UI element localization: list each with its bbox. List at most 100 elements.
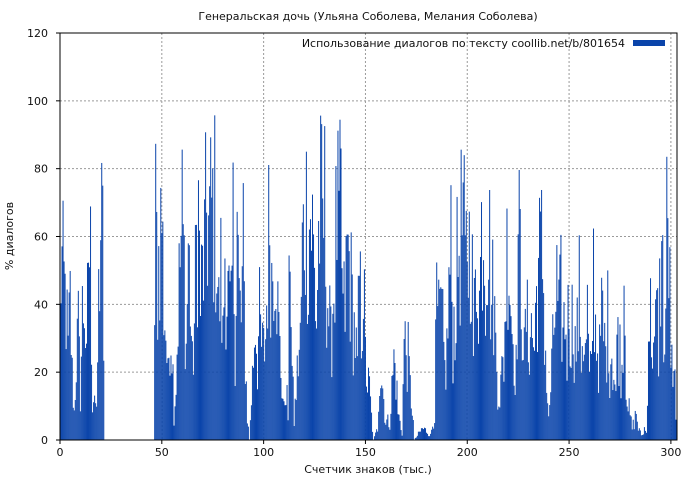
data-bar — [654, 336, 656, 440]
data-bar — [234, 386, 236, 440]
data-bar — [217, 286, 219, 440]
data-bar — [361, 351, 363, 440]
data-bar — [204, 199, 206, 440]
data-bar — [438, 279, 440, 440]
data-bar — [293, 426, 295, 440]
data-bar — [643, 427, 645, 440]
data-bar — [478, 290, 480, 440]
data-bar — [239, 290, 241, 440]
data-bar — [539, 197, 541, 440]
data-bar — [155, 143, 157, 440]
data-bar — [649, 341, 651, 440]
data-bar — [285, 405, 287, 440]
data-bar — [503, 381, 505, 440]
data-bar — [610, 364, 612, 440]
data-bar — [546, 392, 548, 440]
data-bar — [256, 353, 257, 440]
data-bar — [459, 325, 461, 440]
data-bar — [614, 384, 616, 440]
data-bar — [500, 374, 502, 440]
data-bar — [355, 327, 357, 440]
data-bar — [277, 281, 279, 440]
data-bar — [564, 339, 566, 440]
data-bar — [208, 215, 210, 440]
data-bar — [240, 322, 242, 440]
legend: Использование диалогов по тексту coollib… — [302, 37, 665, 50]
data-bar — [96, 406, 98, 440]
data-bar — [507, 329, 509, 440]
legend-swatch — [633, 40, 665, 46]
data-bar — [428, 436, 430, 440]
data-bar — [301, 222, 303, 440]
data-bar — [263, 327, 265, 440]
data-bar — [354, 358, 356, 440]
data-bar — [571, 284, 573, 440]
data-bar — [343, 261, 345, 440]
data-bar — [521, 360, 523, 440]
x-tick-label: 300 — [660, 446, 681, 459]
data-bar — [221, 342, 223, 440]
data-bar — [279, 336, 281, 440]
data-bar — [66, 289, 68, 440]
data-bar — [439, 288, 441, 440]
data-bar — [365, 386, 367, 440]
data-bar — [460, 149, 462, 440]
data-bar — [382, 388, 384, 440]
data-bar — [212, 168, 214, 440]
data-bar — [74, 399, 76, 440]
data-bar — [61, 246, 63, 440]
data-bar — [346, 234, 348, 440]
data-bar — [250, 405, 252, 440]
data-bar — [514, 394, 516, 440]
data-bar — [299, 322, 301, 440]
data-bar — [319, 263, 321, 440]
data-bar — [75, 382, 77, 440]
y-tick-label: 20 — [34, 366, 48, 379]
data-bar — [531, 338, 533, 440]
data-bar — [473, 277, 475, 440]
data-bar — [426, 432, 428, 440]
data-bar — [586, 284, 588, 440]
data-bar — [252, 367, 254, 440]
data-bar — [389, 429, 391, 440]
data-bar — [575, 361, 577, 440]
data-bar — [396, 380, 398, 440]
data-bar — [359, 251, 361, 440]
data-bar — [430, 433, 432, 440]
data-bar — [403, 339, 405, 440]
data-bar — [490, 339, 492, 440]
data-bar — [347, 234, 349, 440]
data-bar — [486, 305, 488, 440]
data-bar — [605, 346, 607, 440]
data-bar — [480, 256, 481, 440]
data-bar — [483, 260, 485, 440]
data-bar — [321, 124, 323, 441]
data-bar — [85, 343, 87, 440]
data-bar — [188, 245, 190, 440]
data-bar — [529, 337, 531, 440]
data-bar — [408, 356, 410, 440]
data-bar — [596, 360, 598, 440]
data-bar — [646, 405, 648, 440]
data-bar — [429, 436, 431, 440]
data-bar — [524, 308, 526, 440]
data-bar — [289, 271, 291, 440]
data-bar — [92, 412, 94, 440]
y-tick-label: 60 — [34, 231, 48, 244]
data-bar — [335, 166, 337, 440]
data-bar — [446, 328, 448, 440]
data-bar — [492, 239, 494, 440]
data-bar — [412, 420, 414, 440]
data-bar — [67, 335, 69, 440]
data-bar — [353, 312, 355, 440]
data-bar — [432, 426, 434, 440]
data-bar — [593, 228, 595, 440]
data-bar — [420, 428, 422, 440]
data-bar — [179, 267, 181, 440]
x-tick-label: 100 — [253, 446, 274, 459]
data-bar — [201, 244, 203, 440]
data-bar — [508, 295, 510, 440]
data-bar — [225, 349, 227, 440]
data-bar — [585, 339, 587, 440]
data-bar — [196, 327, 198, 440]
